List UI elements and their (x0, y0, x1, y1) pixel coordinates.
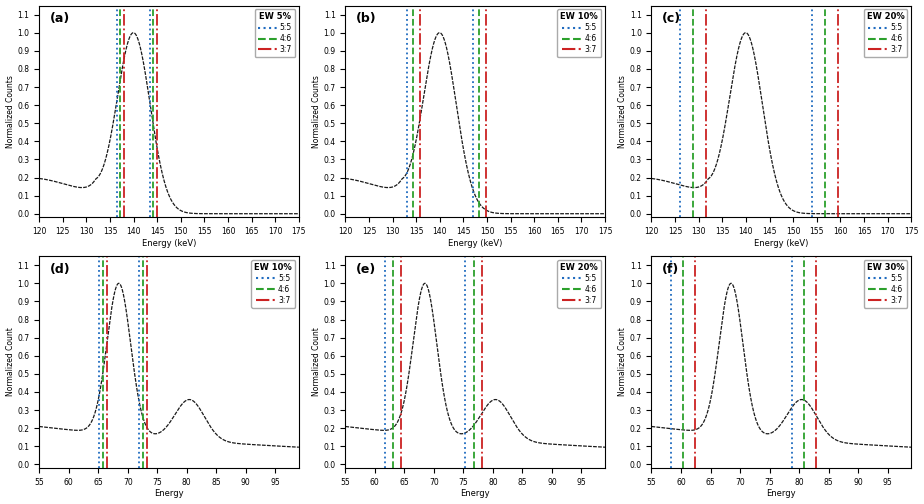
Text: (b): (b) (356, 12, 376, 25)
Text: (f): (f) (662, 263, 679, 276)
X-axis label: Energy (keV): Energy (keV) (448, 239, 503, 248)
Text: (c): (c) (662, 12, 681, 25)
Y-axis label: Normalized Counts: Normalized Counts (311, 75, 321, 148)
X-axis label: Energy: Energy (460, 489, 490, 498)
Legend: 5:5, 4:6, 3:7: 5:5, 4:6, 3:7 (557, 260, 602, 308)
Y-axis label: Normalized Counts: Normalized Counts (6, 75, 15, 148)
Y-axis label: Normalized Counts: Normalized Counts (618, 75, 626, 148)
Y-axis label: Normalized Count: Normalized Count (6, 328, 15, 397)
X-axis label: Energy (keV): Energy (keV) (142, 239, 196, 248)
Legend: 5:5, 4:6, 3:7: 5:5, 4:6, 3:7 (251, 260, 295, 308)
X-axis label: Energy: Energy (767, 489, 796, 498)
Legend: 5:5, 4:6, 3:7: 5:5, 4:6, 3:7 (557, 10, 602, 57)
X-axis label: Energy: Energy (154, 489, 184, 498)
Y-axis label: Normalized Count: Normalized Count (311, 328, 321, 397)
Text: (e): (e) (356, 263, 376, 276)
Y-axis label: Normalized Count: Normalized Count (618, 328, 626, 397)
Legend: 5:5, 4:6, 3:7: 5:5, 4:6, 3:7 (864, 260, 907, 308)
Legend: 5:5, 4:6, 3:7: 5:5, 4:6, 3:7 (255, 10, 295, 57)
X-axis label: Energy (keV): Energy (keV) (754, 239, 808, 248)
Text: (a): (a) (50, 12, 70, 25)
Text: (d): (d) (50, 263, 70, 276)
Legend: 5:5, 4:6, 3:7: 5:5, 4:6, 3:7 (864, 10, 907, 57)
